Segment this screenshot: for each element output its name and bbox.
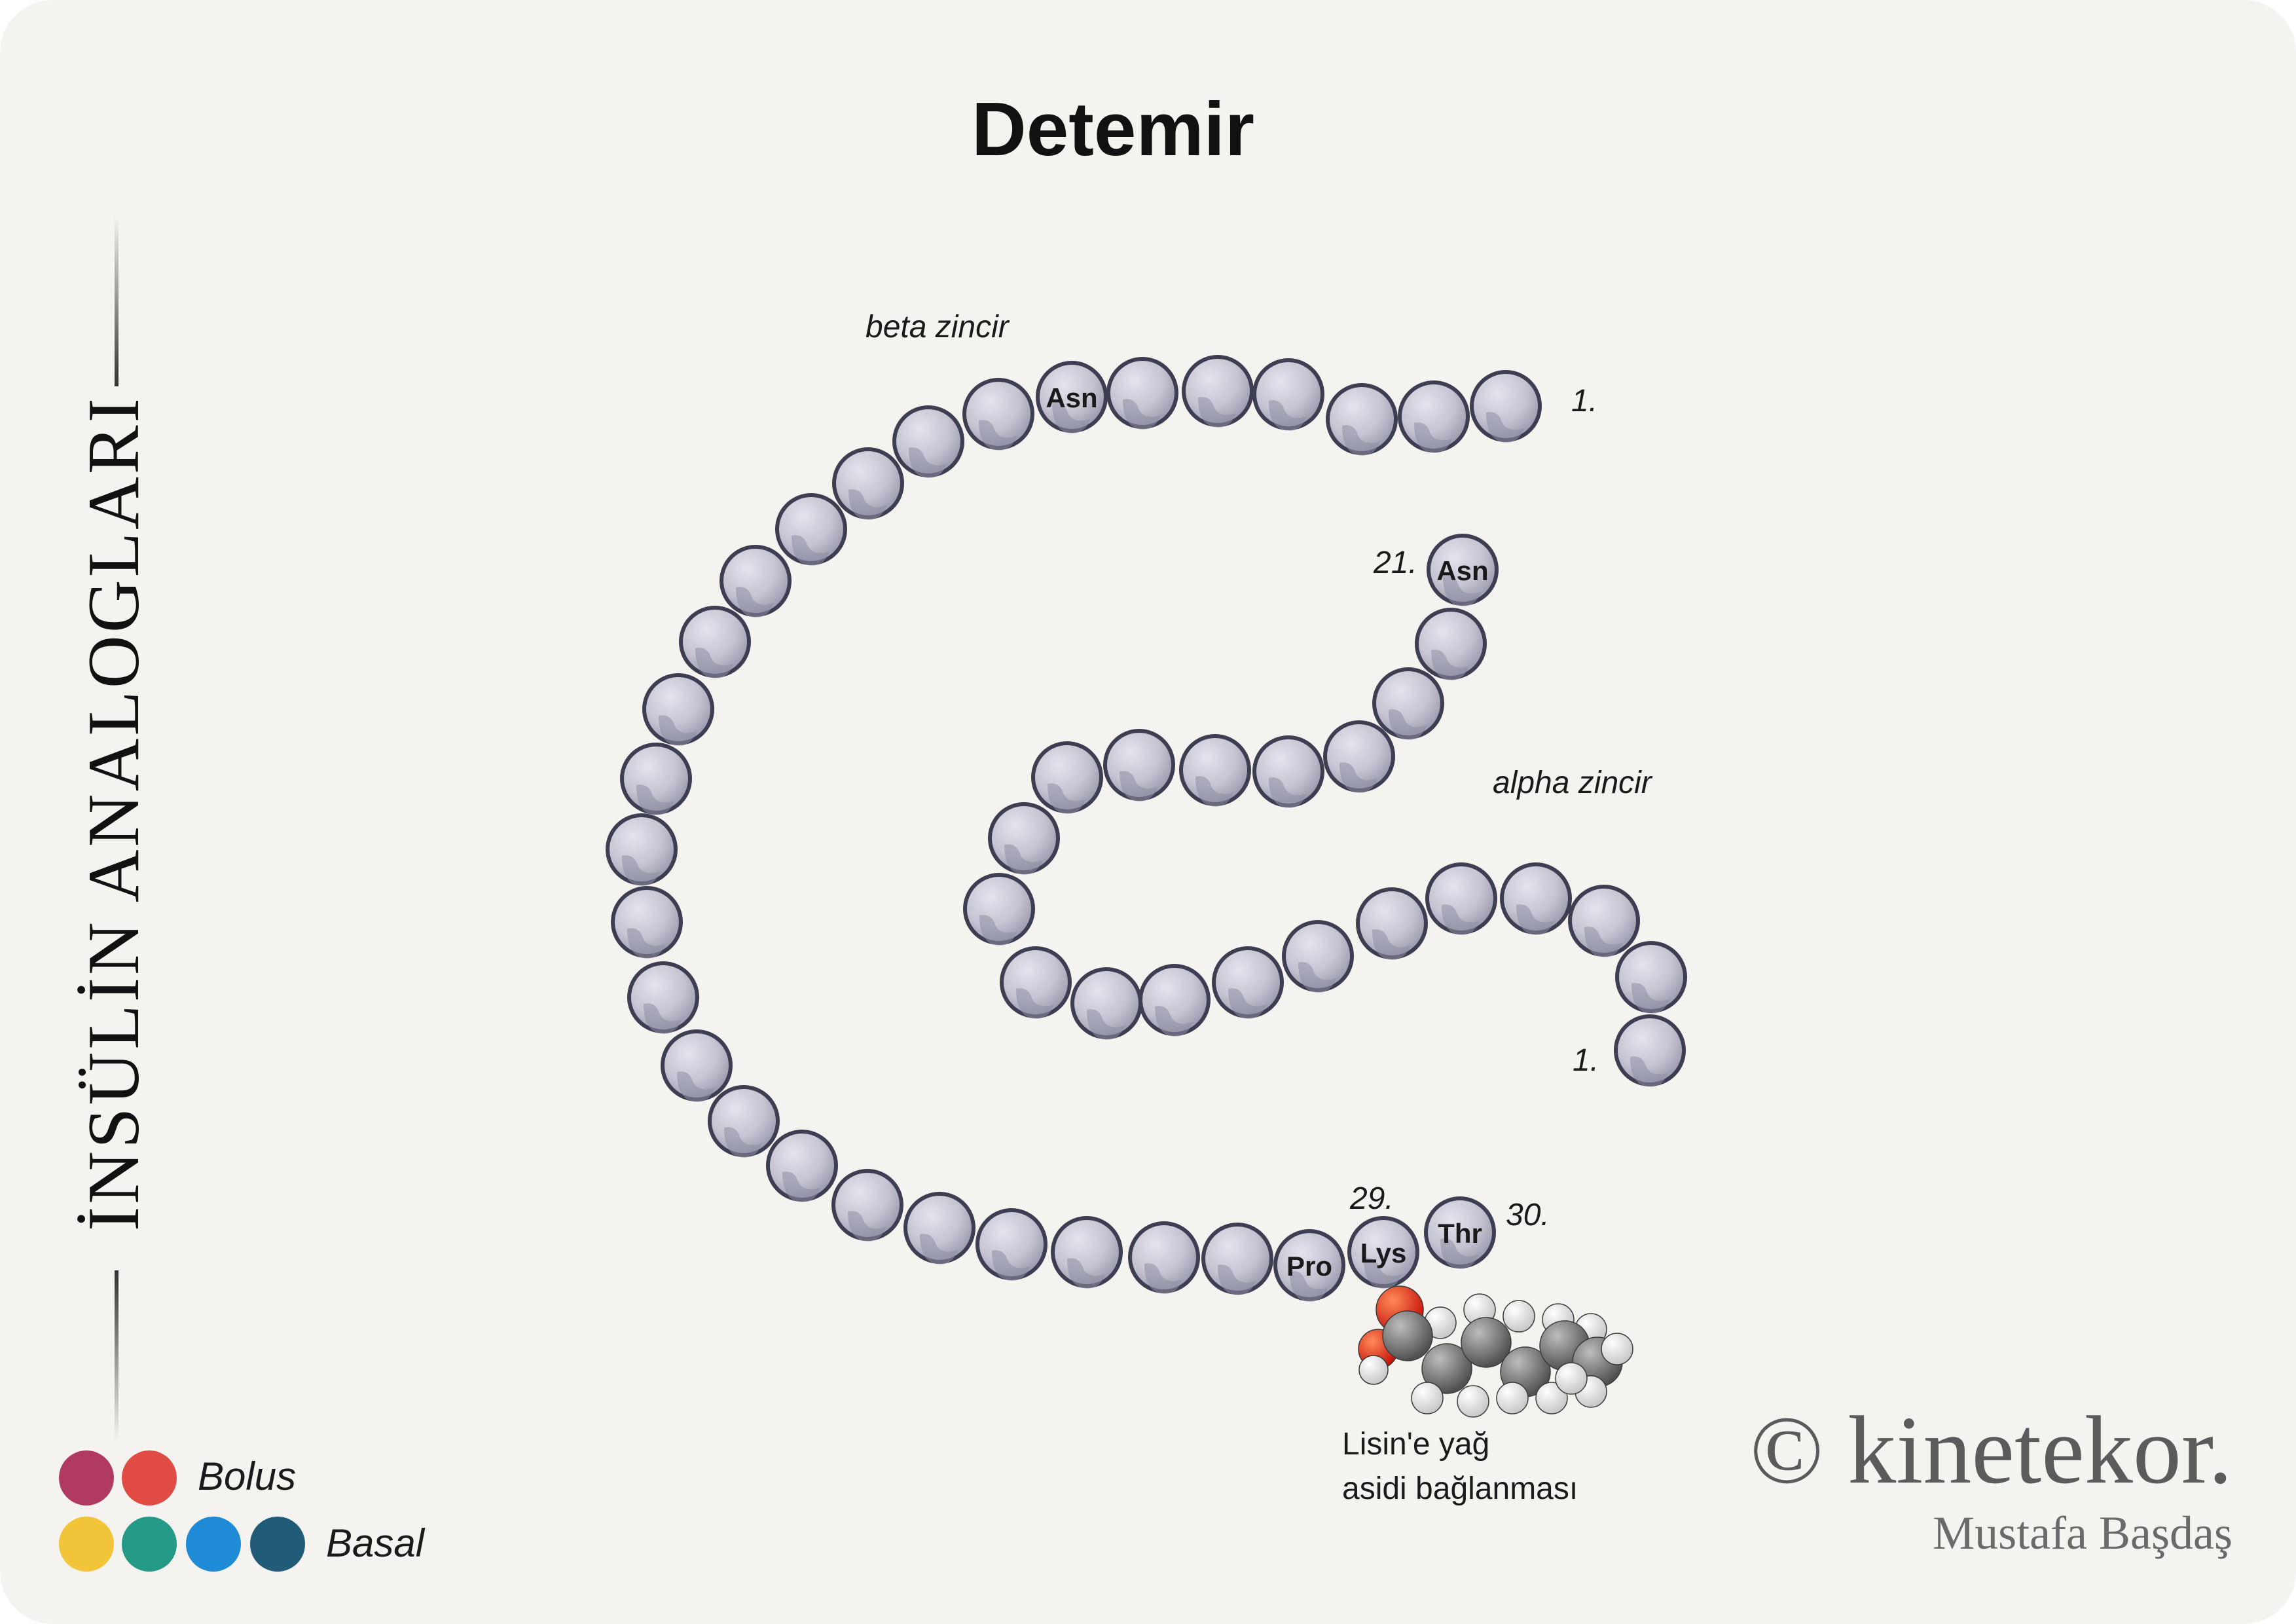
hydrogen-atom: [1496, 1382, 1529, 1414]
alpha-residue-4: [1500, 862, 1572, 935]
beta-residue-28-label: Pro: [1286, 1251, 1332, 1282]
hydrogen-atom: [1411, 1382, 1444, 1414]
fatty-acid-molecule: [1358, 1285, 1633, 1418]
beta-residue-18: [627, 961, 699, 1034]
beta-chain-label: beta zincir: [866, 310, 1009, 344]
hydrogen-atom: [1555, 1362, 1588, 1395]
alpha-residue-17: [1252, 735, 1324, 808]
carbon-atom: [1382, 1310, 1433, 1361]
beta-residue-29: Lys: [1347, 1216, 1419, 1289]
beta-29-label: 29.: [1350, 1181, 1394, 1216]
beta-residue-17: [611, 886, 683, 959]
legend-bolus-label: Bolus: [198, 1454, 297, 1498]
fatty-acid-note-line2: asidi bağlanması: [1342, 1471, 1578, 1506]
fatty-acid-note: Lisin'e yağ asidi bağlanması: [1342, 1422, 1578, 1511]
beta-residue-30: Thr: [1424, 1196, 1496, 1269]
beta-residue-10: [832, 447, 904, 520]
legend-basal-dot-2: [122, 1517, 177, 1572]
brand-logo-text: © kinetekor.: [1749, 1397, 2232, 1504]
beta-residue-8: [962, 378, 1034, 451]
beta-start-label: 1.: [1571, 384, 1598, 418]
hydrogen-atom: [1535, 1382, 1568, 1414]
beta-residue-16: [606, 813, 678, 886]
beta-residue-15: [620, 743, 692, 815]
legend-basal-label: Basal: [326, 1521, 425, 1565]
beta-residue-13: [679, 606, 751, 678]
beta-chain: Asn Pro Lys Thr: [606, 355, 1542, 1302]
hydrogen-atom: [1358, 1355, 1389, 1385]
beta-residue-28: Pro: [1273, 1229, 1345, 1302]
beta-residue-5: [1182, 355, 1254, 428]
legend-basal-dot-4: [250, 1517, 305, 1572]
beta-residue-1: [1470, 370, 1542, 443]
beta-residue-6: [1106, 357, 1178, 430]
beta-residue-7: Asn: [1036, 361, 1108, 434]
alpha-chain: Asn: [963, 534, 1687, 1087]
alpha-residue-8: [1212, 946, 1284, 1019]
beta-residue-11: [775, 493, 847, 566]
beta-residue-12: [720, 545, 792, 618]
alpha-residue-12: [963, 873, 1035, 946]
alpha-residue-14: [1031, 741, 1103, 814]
beta-residue-19: [661, 1029, 733, 1102]
alpha-residue-6: [1356, 887, 1428, 960]
hydrogen-atom: [1457, 1385, 1489, 1418]
alpha-residue-7: [1282, 920, 1354, 993]
hydrogen-atom: [1503, 1300, 1535, 1333]
alpha-start-label: 1.: [1573, 1043, 1599, 1078]
hydrogen-atom: [1601, 1333, 1633, 1365]
beta-residue-9: [892, 405, 964, 478]
alpha-residue-11: [1000, 946, 1072, 1019]
beta-residue-25: [1051, 1216, 1123, 1289]
beta-residue-23: [903, 1192, 975, 1264]
beta-30-label: 30.: [1506, 1198, 1550, 1232]
side-divider-bottom: [115, 1270, 118, 1441]
carbon-atom: [1461, 1317, 1512, 1368]
beta-residue-2: [1398, 380, 1470, 453]
beta-residue-24: [975, 1208, 1048, 1281]
alpha-residue-10: [1070, 967, 1142, 1040]
beta-residue-14: [642, 673, 714, 746]
beta-residue-20: [708, 1085, 780, 1158]
beta-residue-4: [1252, 358, 1324, 431]
beta-residue-21: [766, 1130, 838, 1202]
alpha-residue-21-label: Asn: [1436, 555, 1488, 586]
alpha-residue-2: [1615, 941, 1687, 1014]
beta-residue-26: [1128, 1221, 1200, 1294]
alpha-residue-9: [1139, 964, 1211, 1037]
beta-residue-29-label: Lys: [1360, 1238, 1407, 1268]
alpha-chain-label: alpha zincir: [1493, 766, 1652, 800]
alpha-residue-18: [1323, 720, 1395, 793]
alpha-residue-20: [1415, 608, 1487, 680]
legend-basal-dot-3: [186, 1517, 241, 1572]
alpha-residue-5: [1425, 862, 1497, 935]
legend-bolus-dot-1: [59, 1450, 114, 1505]
beta-residue-22: [831, 1169, 903, 1242]
alpha-residue-15: [1103, 729, 1175, 802]
legend-bolus-dot-2: [122, 1450, 177, 1505]
page-title: Detemir: [972, 86, 1254, 172]
beta-residue-30-label: Thr: [1438, 1218, 1482, 1249]
fatty-acid-note-line1: Lisin'e yağ: [1342, 1427, 1490, 1462]
alpha-residue-1: [1614, 1014, 1686, 1087]
alpha-residue-21: Asn: [1427, 534, 1499, 606]
alpha-residue-13: [988, 802, 1060, 875]
beta-residue-7-label: Asn: [1046, 382, 1097, 413]
carbon-atom: [1421, 1343, 1472, 1394]
author-name: Mustafa Başdaş: [1933, 1507, 2232, 1559]
alpha-end-label: 21.: [1374, 545, 1417, 580]
alpha-residue-16: [1179, 734, 1251, 807]
legend-basal-dot-1: [59, 1517, 114, 1572]
beta-residue-3: [1326, 383, 1398, 456]
side-divider-top: [115, 216, 118, 386]
beta-residue-27: [1201, 1223, 1273, 1295]
alpha-residue-3: [1568, 885, 1640, 957]
alpha-residue-19: [1372, 667, 1444, 740]
